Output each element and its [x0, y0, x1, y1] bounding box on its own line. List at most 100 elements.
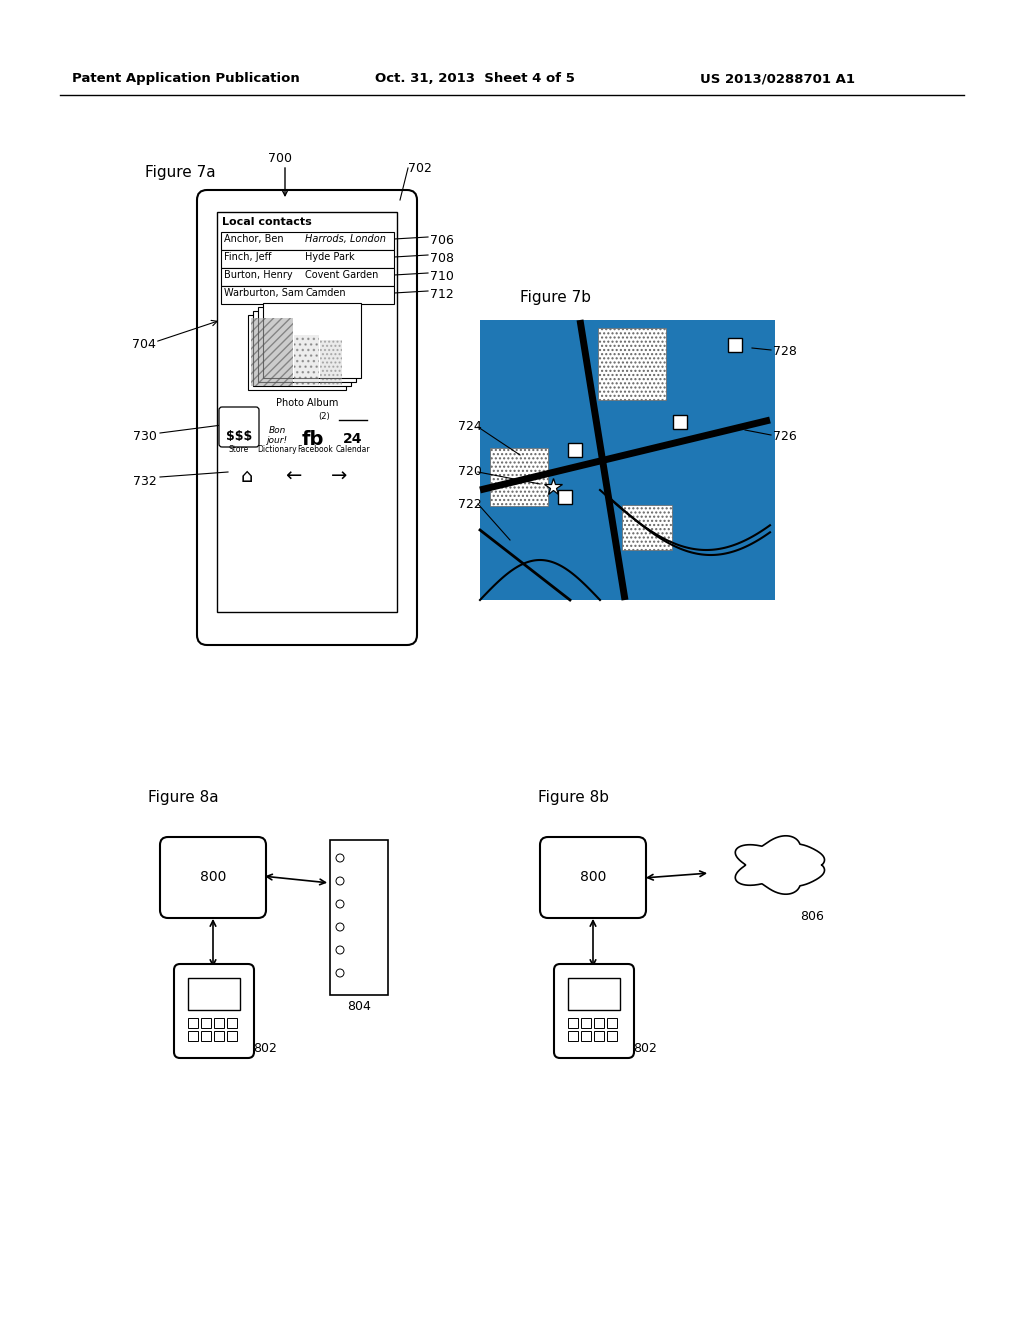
Circle shape — [777, 858, 813, 894]
Bar — [188, 978, 240, 1010]
Bar — [227, 1018, 237, 1028]
Text: Facebook: Facebook — [297, 445, 333, 454]
Bar — [480, 319, 775, 601]
Text: Covent Garden: Covent Garden — [305, 271, 379, 280]
Text: ⌂: ⌂ — [241, 466, 253, 486]
Circle shape — [792, 837, 828, 873]
FancyBboxPatch shape — [540, 837, 646, 917]
FancyBboxPatch shape — [270, 455, 316, 496]
Bar — [263, 304, 361, 378]
Bar — [248, 315, 346, 389]
Text: (2): (2) — [318, 412, 330, 421]
Text: →: → — [331, 466, 347, 486]
Bar — [594, 1018, 604, 1028]
Text: Burton, Henry: Burton, Henry — [224, 271, 293, 280]
Text: US 2013/0288701 A1: US 2013/0288701 A1 — [700, 73, 855, 84]
Bar — [607, 1031, 617, 1041]
Bar — [201, 1031, 211, 1041]
Bar — [201, 1018, 211, 1028]
Text: Bon
jour!: Bon jour! — [266, 426, 288, 445]
FancyBboxPatch shape — [333, 407, 373, 447]
Bar — [480, 319, 775, 601]
Bar — [294, 335, 319, 385]
Bar — [673, 414, 687, 429]
Text: Figure 8a: Figure 8a — [148, 789, 219, 805]
Text: 704: 704 — [132, 338, 156, 351]
Bar — [221, 286, 394, 304]
Text: 726: 726 — [773, 430, 797, 444]
FancyBboxPatch shape — [219, 407, 259, 447]
FancyBboxPatch shape — [554, 964, 634, 1059]
Text: 800: 800 — [580, 870, 606, 884]
Bar — [188, 1031, 198, 1041]
Bar — [214, 1031, 224, 1041]
Text: ←: ← — [285, 466, 301, 486]
Text: 802: 802 — [253, 1041, 276, 1055]
Text: Patent Application Publication: Patent Application Publication — [72, 73, 300, 84]
Text: 710: 710 — [430, 271, 454, 282]
Text: Figure 8b: Figure 8b — [538, 789, 609, 805]
Bar — [607, 1018, 617, 1028]
Bar — [490, 447, 548, 506]
Text: Camden: Camden — [305, 288, 346, 298]
FancyBboxPatch shape — [174, 964, 254, 1059]
Text: Finch, Jeff: Finch, Jeff — [224, 252, 271, 261]
Text: Calendar: Calendar — [336, 445, 371, 454]
Bar — [188, 1018, 198, 1028]
Bar — [251, 318, 293, 385]
Bar — [622, 506, 672, 550]
Text: 712: 712 — [430, 288, 454, 301]
Text: 702: 702 — [408, 162, 432, 176]
Bar — [568, 444, 582, 457]
Text: Hyde Park: Hyde Park — [305, 252, 354, 261]
Bar — [728, 338, 742, 352]
Text: 732: 732 — [133, 475, 157, 488]
Text: 706: 706 — [430, 234, 454, 247]
Bar — [568, 1018, 578, 1028]
Text: Warburton, Sam: Warburton, Sam — [224, 288, 303, 298]
Bar — [594, 1031, 604, 1041]
Text: 804: 804 — [347, 1001, 371, 1012]
Text: $$$: $$$ — [226, 430, 252, 444]
FancyBboxPatch shape — [295, 407, 335, 447]
Text: Photo Album: Photo Album — [275, 399, 338, 408]
Bar — [221, 268, 394, 286]
Bar — [568, 1031, 578, 1041]
Text: 730: 730 — [133, 430, 157, 444]
Text: Harrods, London: Harrods, London — [305, 234, 386, 244]
Text: Store: Store — [229, 445, 249, 454]
Bar — [598, 327, 666, 400]
Bar — [221, 232, 394, 249]
Text: 800: 800 — [200, 870, 226, 884]
Bar — [581, 1031, 591, 1041]
Bar — [221, 249, 394, 268]
Text: 24: 24 — [343, 432, 362, 446]
Text: Figure 7b: Figure 7b — [520, 290, 591, 305]
Text: Anchor, Ben: Anchor, Ben — [224, 234, 284, 244]
Text: Local contacts: Local contacts — [222, 216, 311, 227]
Text: Figure 7a: Figure 7a — [145, 165, 216, 180]
Bar — [330, 840, 388, 995]
Text: 802: 802 — [633, 1041, 656, 1055]
FancyBboxPatch shape — [224, 455, 270, 496]
Circle shape — [768, 818, 812, 862]
Bar — [214, 1018, 224, 1028]
Text: 728: 728 — [773, 345, 797, 358]
Bar — [258, 308, 356, 381]
FancyBboxPatch shape — [197, 190, 417, 645]
Bar — [217, 213, 397, 612]
Bar — [581, 1018, 591, 1028]
Text: 708: 708 — [430, 252, 454, 265]
Text: 720: 720 — [458, 465, 482, 478]
Bar — [319, 341, 342, 385]
Circle shape — [732, 840, 768, 876]
FancyBboxPatch shape — [160, 837, 266, 917]
Text: 724: 724 — [458, 420, 481, 433]
Text: 700: 700 — [268, 152, 292, 165]
Bar — [227, 1031, 237, 1041]
Circle shape — [748, 822, 792, 866]
FancyBboxPatch shape — [316, 455, 362, 496]
Bar — [253, 312, 351, 385]
Text: Dictionary: Dictionary — [257, 445, 297, 454]
Text: Oct. 31, 2013  Sheet 4 of 5: Oct. 31, 2013 Sheet 4 of 5 — [375, 73, 574, 84]
